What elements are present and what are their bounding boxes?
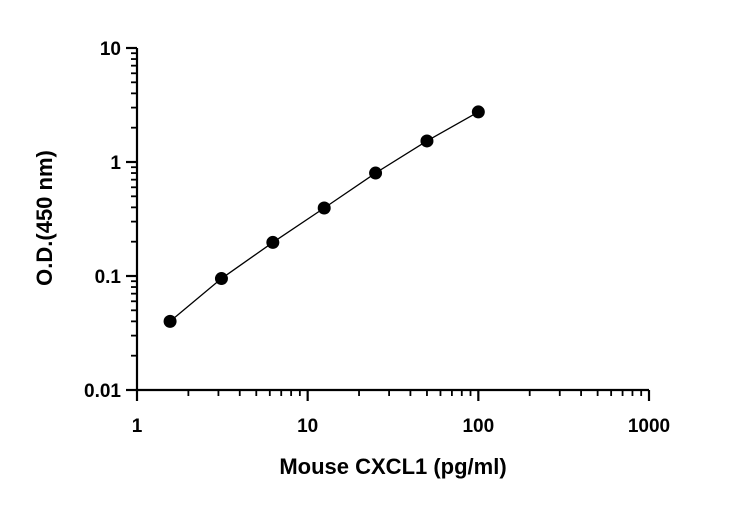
x-tick-label: 100 bbox=[462, 416, 494, 437]
y-axis-title: O.D.(450 nm) bbox=[32, 150, 57, 286]
data-point bbox=[163, 314, 177, 328]
data-point bbox=[369, 166, 383, 180]
data-point bbox=[471, 105, 485, 119]
x-axis-title: Mouse CXCL1 (pg/ml) bbox=[279, 454, 506, 479]
data-point bbox=[420, 134, 434, 148]
data-point bbox=[266, 235, 280, 249]
series-layer bbox=[163, 105, 485, 328]
y-tick-label: 0.1 bbox=[95, 267, 122, 288]
x-tick-label: 10 bbox=[297, 416, 318, 437]
axes: 0.01 0.1 1 10 1 10 100 1000 bbox=[84, 39, 670, 437]
x-tick-label: 1 bbox=[132, 416, 143, 437]
x-tick-label: 1000 bbox=[628, 416, 670, 437]
data-point bbox=[317, 201, 331, 215]
y-tick-label: 10 bbox=[100, 39, 121, 60]
y-tick-label: 0.01 bbox=[84, 381, 121, 402]
y-tick-label: 1 bbox=[110, 153, 121, 174]
data-point bbox=[214, 272, 228, 286]
